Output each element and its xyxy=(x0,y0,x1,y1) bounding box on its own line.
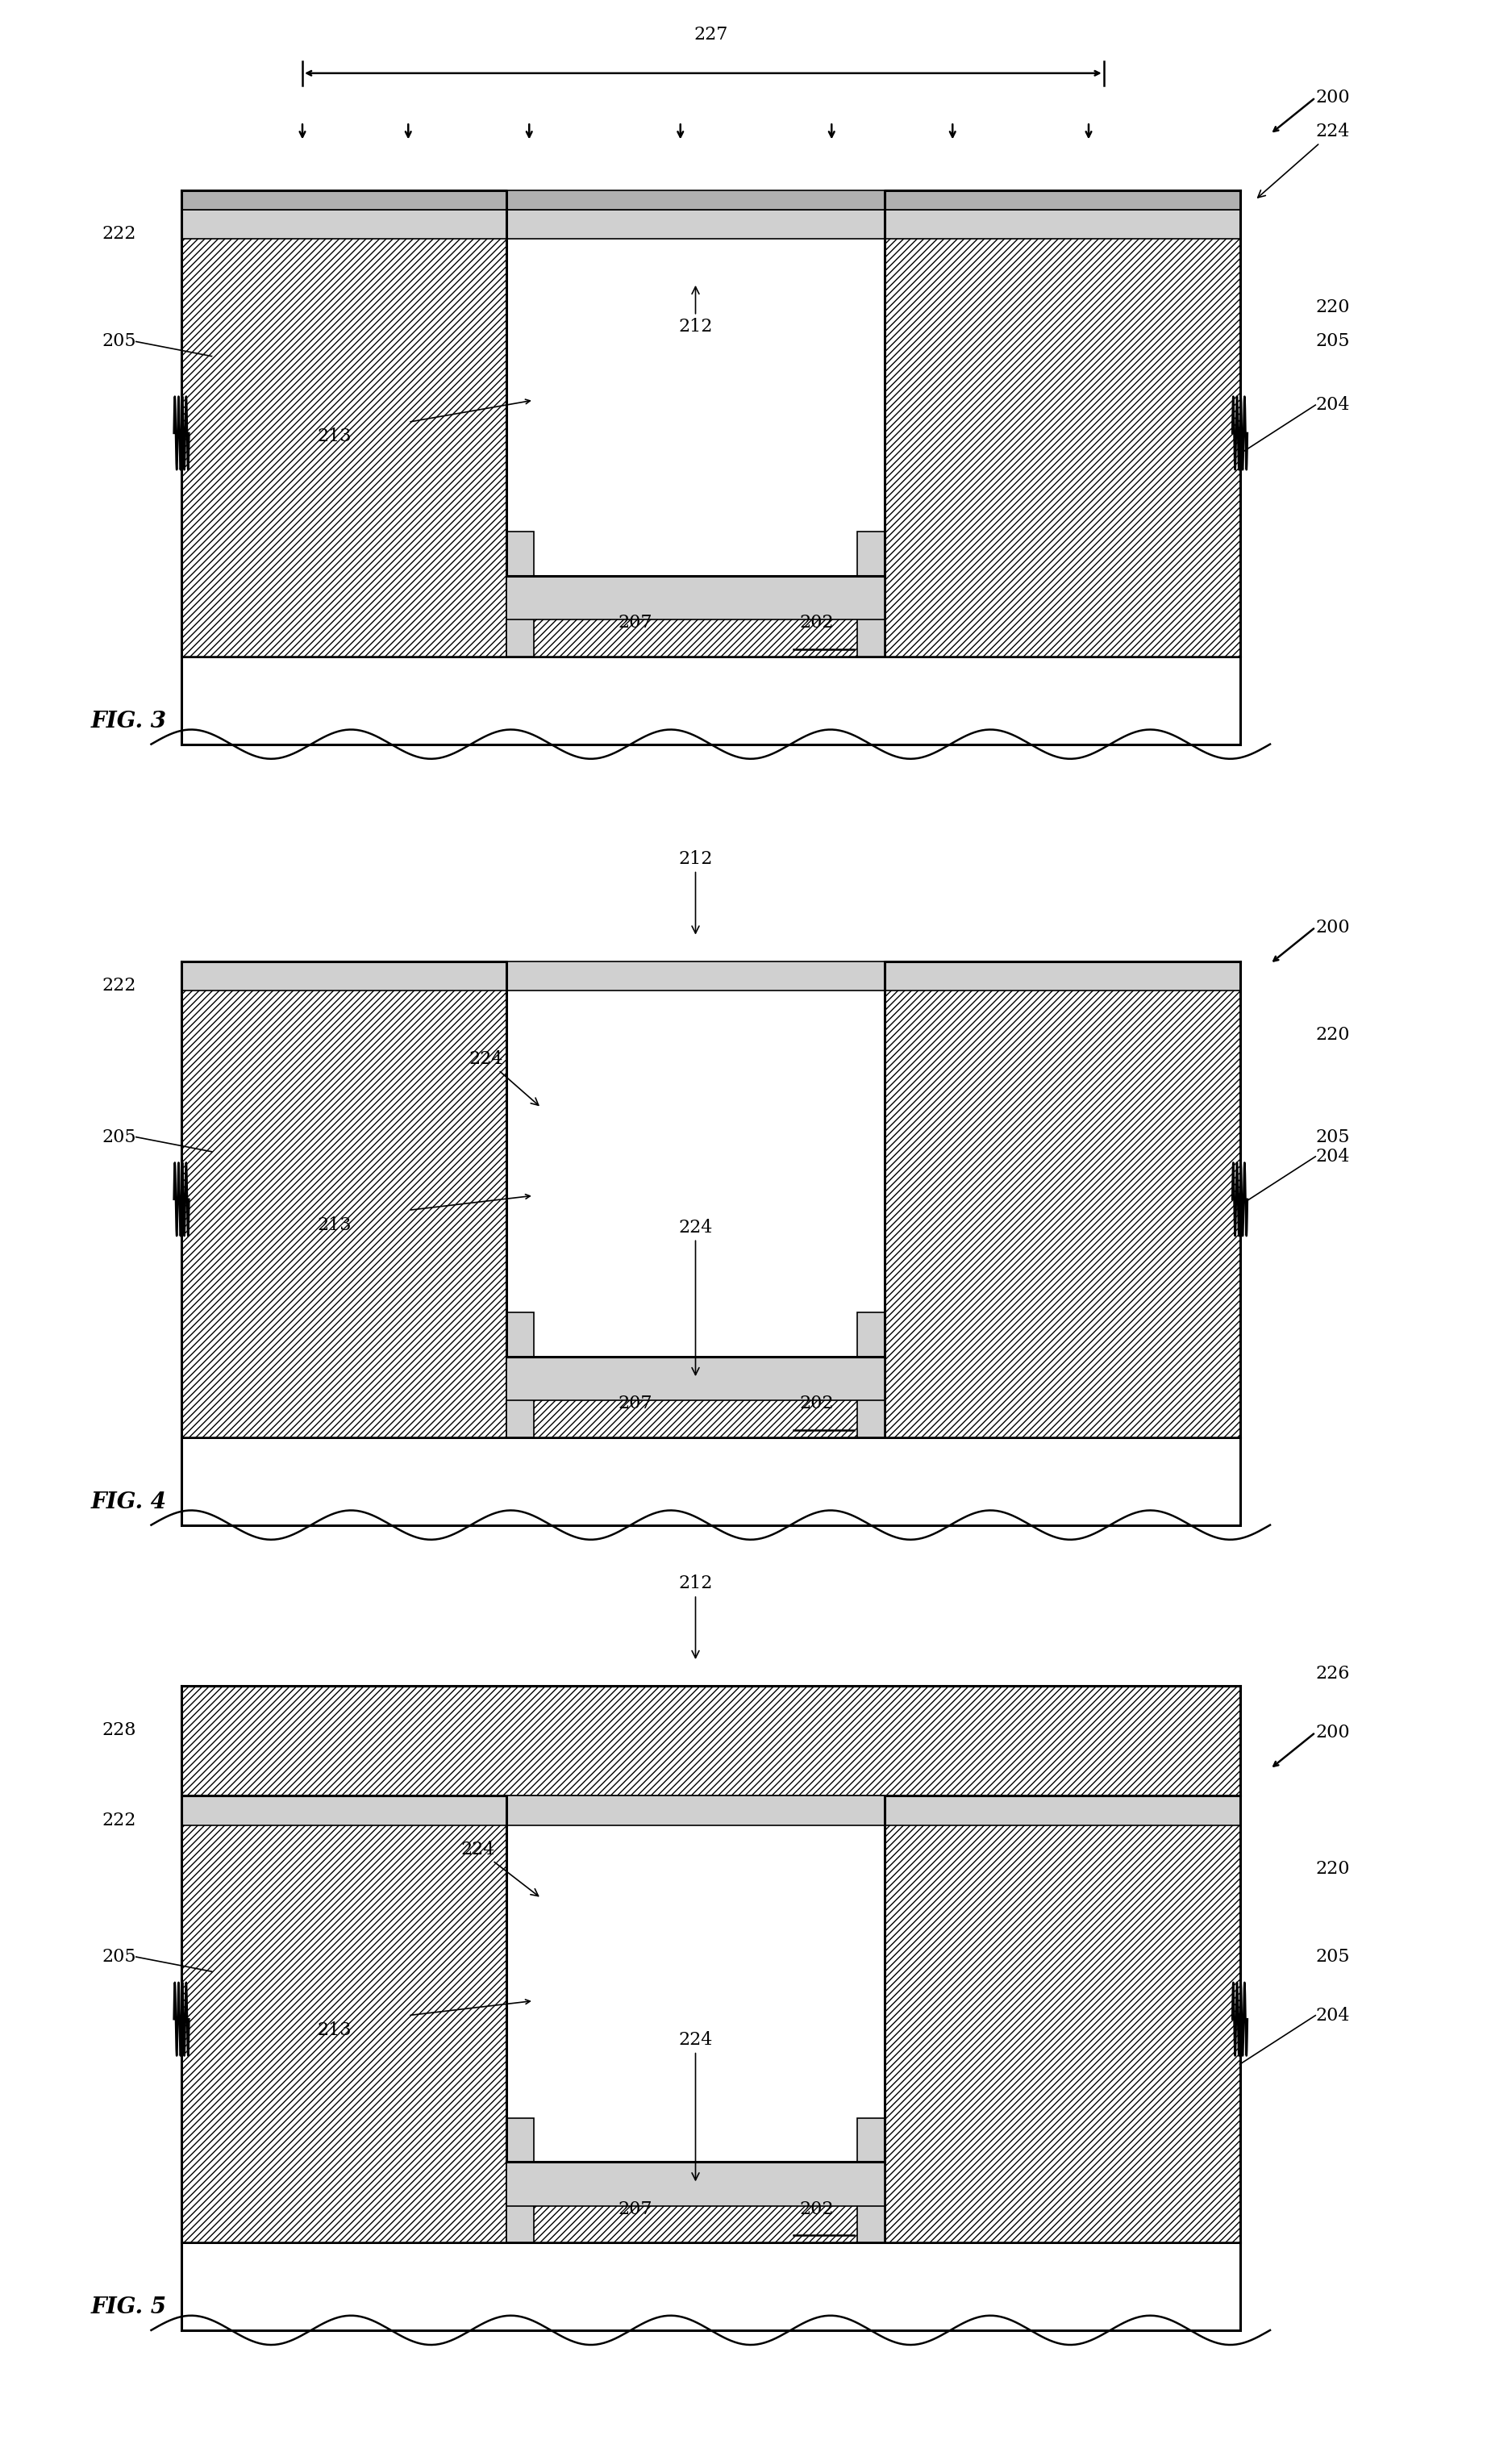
Text: 202: 202 xyxy=(800,615,833,632)
Bar xyxy=(181,1686,1240,1796)
Bar xyxy=(507,1313,534,1437)
Text: 220: 220 xyxy=(1315,298,1350,317)
Text: 212: 212 xyxy=(679,1574,712,1657)
Text: 224: 224 xyxy=(461,1840,538,1896)
Text: 224: 224 xyxy=(469,1049,538,1105)
Bar xyxy=(507,532,534,656)
Text: 220: 220 xyxy=(1315,1025,1350,1044)
Text: 200: 200 xyxy=(1315,917,1350,937)
Text: 224: 224 xyxy=(1258,122,1350,198)
Bar xyxy=(181,2242,1240,2330)
Bar xyxy=(507,2118,534,2242)
Bar xyxy=(507,1357,885,1401)
Bar xyxy=(885,1796,1240,2242)
Text: 205: 205 xyxy=(1315,332,1350,351)
Bar xyxy=(857,2118,885,2242)
Bar xyxy=(507,2162,885,2242)
Bar xyxy=(857,1313,885,1437)
Text: 205: 205 xyxy=(101,332,136,351)
Text: FIG. 4: FIG. 4 xyxy=(91,1491,166,1513)
Bar xyxy=(507,576,885,656)
Text: 204: 204 xyxy=(1315,395,1350,415)
Text: 228: 228 xyxy=(101,1720,136,1740)
Text: 224: 224 xyxy=(679,1218,712,1374)
Bar xyxy=(181,210,507,656)
Text: 213: 213 xyxy=(318,2020,352,2040)
Bar xyxy=(181,1796,1240,1825)
Bar xyxy=(181,1437,1240,1525)
Text: FIG. 3: FIG. 3 xyxy=(91,710,166,732)
Text: 200: 200 xyxy=(1315,88,1350,107)
Bar xyxy=(507,576,885,620)
Text: 204: 204 xyxy=(1315,1147,1350,1166)
Text: 204: 204 xyxy=(1315,2006,1350,2025)
Bar xyxy=(181,656,1240,744)
Text: 205: 205 xyxy=(1315,1127,1350,1147)
Bar xyxy=(885,210,1240,656)
Text: 207: 207 xyxy=(618,1396,652,1413)
Text: 207: 207 xyxy=(618,2201,652,2218)
Text: 202: 202 xyxy=(800,1396,833,1413)
Text: 207: 207 xyxy=(618,615,652,632)
Bar xyxy=(181,961,1240,991)
Text: 227: 227 xyxy=(694,27,727,44)
Text: 213: 213 xyxy=(318,427,352,447)
Text: 205: 205 xyxy=(101,1127,136,1147)
Text: 212: 212 xyxy=(679,849,712,932)
Bar xyxy=(181,210,1240,239)
Bar xyxy=(181,961,507,1437)
Text: 224: 224 xyxy=(679,2030,712,2179)
Bar xyxy=(507,2162,885,2206)
Text: 212: 212 xyxy=(679,288,712,337)
Text: FIG. 5: FIG. 5 xyxy=(91,2296,166,2318)
Text: 213: 213 xyxy=(318,1215,352,1235)
Text: 222: 222 xyxy=(101,1810,136,1830)
Text: 205: 205 xyxy=(101,1947,136,1967)
Text: 202: 202 xyxy=(800,2201,833,2218)
Bar xyxy=(857,532,885,656)
Bar xyxy=(507,1357,885,1437)
Text: 222: 222 xyxy=(101,224,136,244)
Text: 226: 226 xyxy=(1315,1664,1350,1684)
Bar xyxy=(181,1796,507,2242)
Text: 200: 200 xyxy=(1315,1723,1350,1742)
Bar xyxy=(181,190,1240,210)
Bar xyxy=(885,961,1240,1437)
Text: 222: 222 xyxy=(101,976,136,996)
Text: 205: 205 xyxy=(1315,1947,1350,1967)
Text: 220: 220 xyxy=(1315,1859,1350,1879)
